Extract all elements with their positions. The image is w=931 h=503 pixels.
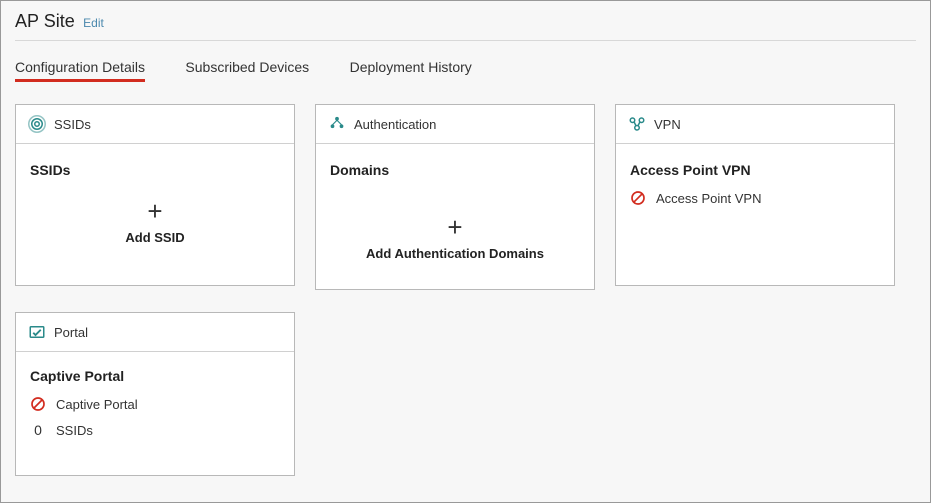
portal-section-title: Captive Portal bbox=[30, 368, 280, 384]
card-portal-body: Captive Portal Captive Portal 0 SSIDs bbox=[16, 352, 294, 456]
card-ssids-header: SSIDs bbox=[16, 105, 294, 144]
card-auth-header: Authentication bbox=[316, 105, 594, 144]
portal-captive-label: Captive Portal bbox=[56, 397, 138, 412]
tab-subscribed-devices[interactable]: Subscribed Devices bbox=[185, 59, 309, 79]
add-ssid-label: Add SSID bbox=[30, 230, 280, 245]
vpn-section-title: Access Point VPN bbox=[630, 162, 880, 178]
card-ssids: SSIDs SSIDs + Add SSID bbox=[15, 104, 295, 286]
portal-icon bbox=[28, 323, 46, 341]
count-badge: 0 bbox=[30, 422, 46, 438]
portal-item-ssids[interactable]: 0 SSIDs bbox=[30, 422, 280, 438]
card-vpn: VPN Access Point VPN Access Point VPN bbox=[615, 104, 895, 286]
card-vpn-body: Access Point VPN Access Point VPN bbox=[616, 144, 894, 224]
ssid-icon bbox=[28, 115, 46, 133]
card-ssids-header-label: SSIDs bbox=[54, 117, 91, 132]
card-ssids-body: SSIDs + Add SSID bbox=[16, 144, 294, 275]
disabled-icon bbox=[630, 190, 646, 206]
card-vpn-header-label: VPN bbox=[654, 117, 681, 132]
card-portal-header: Portal bbox=[16, 313, 294, 352]
auth-section-title: Domains bbox=[330, 162, 580, 178]
authentication-icon bbox=[328, 115, 346, 133]
portal-ssids-label: SSIDs bbox=[56, 423, 93, 438]
disabled-icon bbox=[30, 396, 46, 412]
vpn-icon bbox=[628, 115, 646, 133]
vpn-item-row[interactable]: Access Point VPN bbox=[630, 190, 880, 206]
card-auth-body: Domains + Add Authentication Domains bbox=[316, 144, 594, 291]
plus-icon: + bbox=[30, 198, 280, 224]
card-vpn-header: VPN bbox=[616, 105, 894, 144]
tab-bar: Configuration Details Subscribed Devices… bbox=[15, 59, 916, 82]
add-ssid-block[interactable]: + Add SSID bbox=[30, 190, 280, 245]
card-authentication: Authentication Domains + Add Authenticat… bbox=[315, 104, 595, 290]
vpn-item-label: Access Point VPN bbox=[656, 191, 762, 206]
tab-deployment-history[interactable]: Deployment History bbox=[350, 59, 472, 79]
ssids-section-title: SSIDs bbox=[30, 162, 280, 178]
add-auth-label: Add Authentication Domains bbox=[330, 246, 580, 261]
cards-row-2: Portal Captive Portal Captive Portal 0 S… bbox=[15, 312, 916, 476]
edit-link[interactable]: Edit bbox=[83, 16, 104, 30]
card-portal: Portal Captive Portal Captive Portal 0 S… bbox=[15, 312, 295, 476]
cards-row-1: SSIDs SSIDs + Add SSID Authentication Do… bbox=[15, 104, 916, 290]
card-auth-header-label: Authentication bbox=[354, 117, 436, 132]
page-title: AP Site bbox=[15, 11, 75, 31]
card-portal-header-label: Portal bbox=[54, 325, 88, 340]
tab-configuration-details[interactable]: Configuration Details bbox=[15, 59, 145, 82]
add-auth-block[interactable]: + Add Authentication Domains bbox=[330, 190, 580, 261]
portal-item-captive[interactable]: Captive Portal bbox=[30, 396, 280, 412]
plus-icon: + bbox=[330, 214, 580, 240]
page-header: AP Site Edit bbox=[15, 11, 916, 41]
